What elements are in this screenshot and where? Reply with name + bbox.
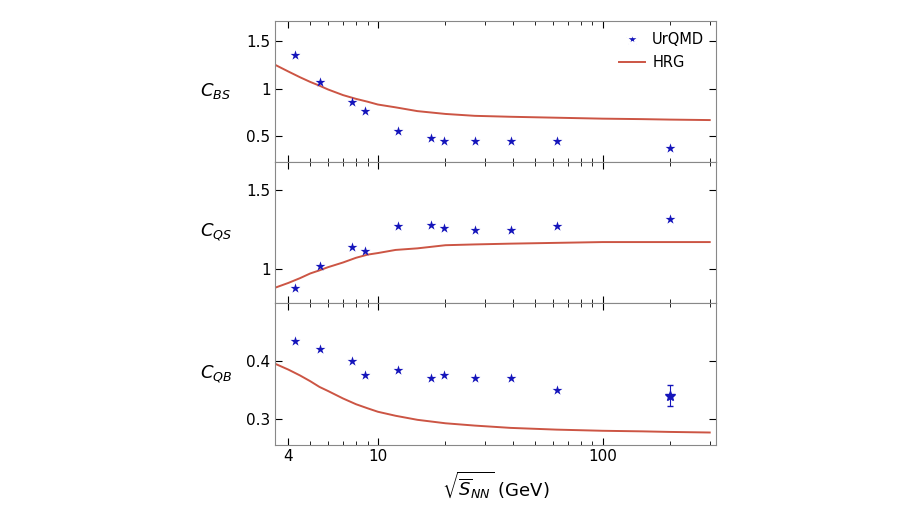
Point [358,107,373,115]
Y-axis label: $C_{QB}$: $C_{QB}$ [199,363,232,385]
Point [549,137,564,145]
Point [345,98,360,106]
Point [358,371,373,379]
Point [467,374,482,383]
X-axis label: $\sqrt{\overline{S}_{NN}}$ (GeV): $\sqrt{\overline{S}_{NN}}$ (GeV) [442,470,550,501]
Point [549,386,564,394]
Point [288,337,303,345]
Point [436,137,451,145]
Point [663,215,677,223]
Point [391,366,406,374]
Point [288,51,303,59]
Point [424,374,439,383]
Point [467,137,482,145]
Point [312,78,327,86]
Point [436,224,451,232]
Point [503,225,518,234]
Point [424,221,439,229]
Y-axis label: $C_{QS}$: $C_{QS}$ [200,222,232,244]
Point [358,247,373,255]
Legend: UrQMD, HRG: UrQMD, HRG [614,28,709,74]
Point [312,262,327,270]
Point [436,371,451,379]
Point [503,137,518,145]
Point [312,345,327,354]
Point [424,134,439,143]
Point [391,127,406,135]
Point [391,222,406,231]
Point [288,283,303,292]
Point [467,225,482,234]
Y-axis label: $C_{BS}$: $C_{BS}$ [200,81,231,101]
Point [503,374,518,383]
Point [549,222,564,231]
Point [345,242,360,251]
Point [345,357,360,365]
Point [663,144,677,152]
